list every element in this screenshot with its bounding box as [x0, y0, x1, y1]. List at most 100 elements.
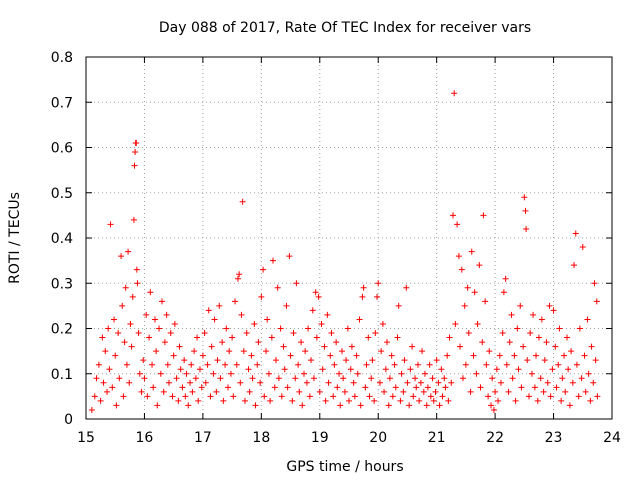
data-point [343, 357, 350, 364]
data-point [401, 357, 408, 364]
data-point [181, 357, 188, 364]
data-point [531, 384, 538, 391]
x-tick-label: 21 [428, 430, 446, 446]
x-tick-label: 19 [311, 430, 329, 446]
data-point [433, 357, 440, 364]
data-point [467, 388, 474, 395]
data-point [495, 397, 502, 404]
data-point [483, 361, 490, 368]
data-point [191, 348, 198, 355]
data-point [177, 366, 184, 373]
data-point [217, 375, 224, 382]
y-tick-label: 0.6 [51, 141, 73, 157]
data-point [163, 311, 170, 318]
data-point [488, 402, 495, 409]
data-point [371, 397, 378, 404]
data-point [398, 370, 405, 377]
data-point [372, 330, 379, 337]
data-point [578, 375, 585, 382]
data-point [91, 393, 98, 400]
data-point [263, 348, 270, 355]
data-point [150, 384, 157, 391]
data-point [486, 348, 493, 355]
data-point [131, 162, 138, 169]
data-point [462, 361, 469, 368]
data-point [565, 366, 572, 373]
data-point [430, 397, 437, 404]
data-point [286, 253, 293, 260]
data-point [511, 352, 518, 359]
data-point [116, 375, 123, 382]
data-point [404, 379, 411, 386]
data-point [395, 302, 402, 309]
data-point [223, 325, 230, 332]
data-point [522, 207, 529, 214]
data-point [464, 284, 471, 291]
data-point [169, 393, 176, 400]
data-point [426, 361, 433, 368]
data-point [521, 194, 528, 201]
data-point [503, 361, 510, 368]
data-point [199, 352, 206, 359]
data-point [505, 388, 512, 395]
data-point [579, 244, 586, 251]
data-point [471, 289, 478, 296]
data-point [245, 366, 252, 373]
y-tick-label: 0 [64, 412, 73, 428]
data-point [220, 397, 227, 404]
data-point [236, 271, 243, 278]
data-point [265, 370, 272, 377]
data-point [502, 275, 509, 282]
data-point [338, 348, 345, 355]
data-point [104, 388, 111, 395]
data-point [455, 253, 462, 260]
data-point [442, 384, 449, 391]
data-point [592, 357, 599, 364]
data-point [413, 384, 420, 391]
data-point [151, 316, 158, 323]
x-tick-label: 17 [194, 430, 212, 446]
data-point [562, 388, 569, 395]
data-point [520, 343, 527, 350]
data-point [300, 370, 307, 377]
data-point [251, 320, 258, 327]
data-point [179, 384, 186, 391]
data-point [414, 361, 421, 368]
data-point [543, 339, 550, 346]
data-point [547, 393, 554, 400]
data-point [572, 230, 579, 237]
data-point [88, 406, 95, 413]
data-point [249, 375, 256, 382]
data-point [308, 357, 315, 364]
data-point [476, 262, 483, 269]
data-point [164, 361, 171, 368]
data-point [561, 352, 568, 359]
data-point [105, 325, 112, 332]
data-point [359, 293, 366, 300]
x-tick-label: 20 [369, 430, 387, 446]
data-point [222, 361, 229, 368]
data-point [129, 293, 136, 300]
data-point [153, 348, 160, 355]
data-point [278, 393, 285, 400]
chart-title: Day 088 of 2017, Rate Of TEC Index for r… [159, 20, 531, 36]
data-point [107, 221, 114, 228]
data-point [160, 388, 167, 395]
data-point [270, 257, 277, 264]
data-point [514, 325, 521, 332]
data-point [144, 393, 151, 400]
data-point [229, 334, 236, 341]
data-point [154, 402, 161, 409]
data-point [550, 307, 557, 314]
data-point [240, 348, 247, 355]
data-point [123, 361, 130, 368]
data-point [230, 393, 237, 400]
data-point [133, 266, 140, 273]
data-point [130, 216, 137, 223]
data-point [246, 388, 253, 395]
data-point [468, 248, 475, 255]
y-tick-label: 0.8 [51, 50, 73, 66]
data-point [158, 298, 165, 305]
data-point [213, 388, 220, 395]
data-point [381, 388, 388, 395]
